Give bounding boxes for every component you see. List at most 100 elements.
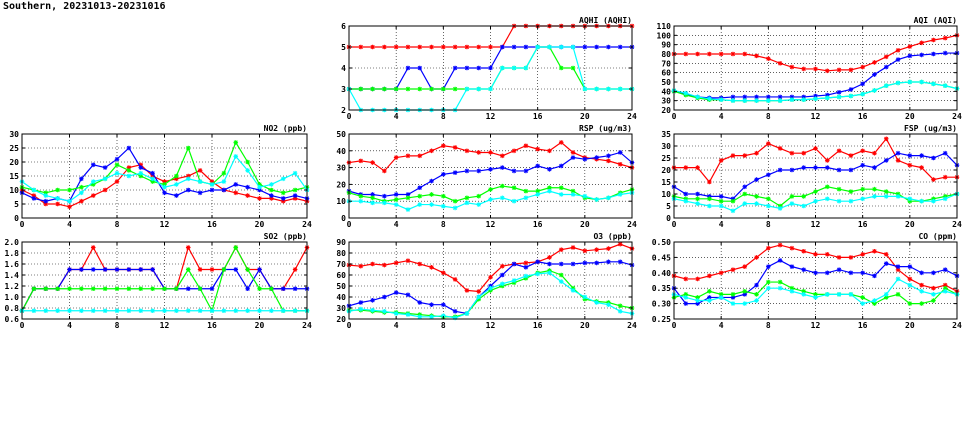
data-point bbox=[777, 146, 783, 151]
data-point bbox=[185, 286, 191, 292]
data-point bbox=[43, 201, 49, 207]
chart-title: CO (ppm) bbox=[918, 232, 957, 241]
data-point bbox=[79, 176, 84, 182]
data-point bbox=[31, 308, 37, 314]
data-point bbox=[582, 193, 588, 199]
data-point bbox=[801, 267, 807, 273]
data-point bbox=[777, 167, 783, 173]
data-point bbox=[848, 153, 854, 158]
y-tick-label: 2 bbox=[341, 106, 346, 115]
data-point bbox=[848, 67, 854, 73]
data-point bbox=[197, 267, 203, 272]
data-point bbox=[707, 203, 712, 209]
data-point bbox=[836, 255, 842, 260]
data-point bbox=[558, 247, 564, 252]
data-point bbox=[174, 173, 179, 179]
data-point bbox=[499, 281, 505, 287]
data-point bbox=[570, 65, 576, 71]
data-point bbox=[441, 193, 446, 199]
data-point bbox=[860, 91, 865, 97]
data-point bbox=[718, 295, 724, 300]
series-line-1 bbox=[21, 245, 308, 312]
y-tick-label: 10 bbox=[661, 190, 671, 199]
x-tick-label: 20 bbox=[580, 220, 590, 229]
data-point bbox=[907, 264, 913, 269]
data-point bbox=[162, 182, 167, 187]
data-point bbox=[441, 203, 446, 209]
data-point bbox=[860, 196, 865, 202]
data-point bbox=[883, 54, 889, 60]
data-point bbox=[730, 98, 736, 103]
data-point bbox=[452, 315, 458, 321]
data-point bbox=[742, 264, 748, 269]
data-point bbox=[695, 201, 700, 206]
plot-frame bbox=[348, 241, 633, 320]
x-tick-label: 4 bbox=[719, 220, 724, 229]
data-point bbox=[558, 279, 564, 284]
data-point bbox=[429, 202, 434, 207]
x-tick-label: 12 bbox=[486, 321, 496, 330]
data-point bbox=[683, 191, 689, 197]
data-point bbox=[417, 314, 423, 320]
data-point bbox=[114, 179, 120, 184]
data-point bbox=[730, 208, 736, 214]
data-point bbox=[488, 274, 493, 280]
data-point bbox=[441, 270, 446, 276]
x-tick-label: 4 bbox=[394, 220, 399, 229]
data-point bbox=[257, 182, 262, 187]
x-tick-label: 12 bbox=[486, 220, 496, 229]
data-point bbox=[405, 153, 411, 159]
y-tick-label: 20 bbox=[661, 166, 671, 175]
data-point bbox=[233, 154, 239, 159]
data-point bbox=[221, 170, 227, 176]
y-tick-label: 0.6 bbox=[5, 315, 20, 324]
y-tick-label: 60 bbox=[336, 271, 346, 280]
data-point bbox=[895, 158, 901, 163]
data-point bbox=[269, 308, 274, 314]
y-tick-label: 40 bbox=[336, 293, 346, 302]
data-point bbox=[358, 158, 364, 164]
data-point bbox=[919, 198, 924, 204]
data-point bbox=[257, 196, 262, 201]
data-point bbox=[617, 259, 623, 265]
data-point bbox=[269, 187, 274, 193]
data-point bbox=[114, 170, 120, 176]
data-point bbox=[813, 93, 818, 99]
data-point bbox=[174, 308, 179, 314]
data-point bbox=[90, 193, 96, 198]
data-point bbox=[907, 198, 913, 204]
data-point bbox=[102, 176, 108, 182]
data-point bbox=[90, 179, 96, 184]
data-point bbox=[617, 303, 623, 309]
data-point bbox=[393, 197, 399, 202]
data-point bbox=[370, 86, 375, 92]
data-point bbox=[429, 265, 434, 270]
data-point bbox=[269, 182, 274, 187]
data-point bbox=[55, 201, 60, 207]
data-point bbox=[789, 285, 795, 291]
data-point bbox=[79, 286, 84, 292]
data-point bbox=[441, 44, 446, 50]
data-point bbox=[801, 248, 807, 254]
data-point bbox=[582, 86, 588, 92]
data-point bbox=[695, 276, 700, 282]
x-tick-label: 0 bbox=[347, 112, 352, 121]
data-point bbox=[919, 301, 924, 306]
data-point bbox=[766, 94, 771, 100]
data-point bbox=[594, 197, 599, 202]
data-point bbox=[942, 194, 948, 199]
data-point bbox=[358, 198, 364, 204]
data-point bbox=[31, 196, 37, 201]
data-point bbox=[594, 260, 599, 266]
data-point bbox=[813, 270, 818, 276]
data-point bbox=[114, 156, 120, 162]
data-point bbox=[488, 65, 493, 71]
data-point bbox=[441, 313, 446, 318]
x-tick-label: 0 bbox=[672, 112, 677, 121]
data-point bbox=[174, 193, 179, 198]
data-point bbox=[511, 278, 517, 283]
data-point bbox=[452, 170, 458, 175]
data-point bbox=[90, 308, 96, 314]
data-point bbox=[907, 301, 913, 306]
